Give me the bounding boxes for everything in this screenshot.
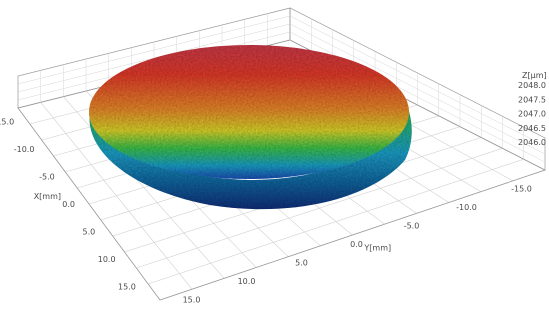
wall-gridline [289,15,546,147]
floor-gridline [148,158,524,285]
z-tick-label: 2048.0 [518,81,546,90]
x-tick-label: 15.0 [118,282,136,291]
z-tick-label: 2046.0 [518,138,546,147]
y-tick-label: 0.0 [350,240,363,249]
x-tick-label: -10.0 [14,145,35,154]
y-tick-label: -5.0 [404,221,420,230]
y-tick-label: 10.0 [238,277,256,286]
z-tick-label: 2047.0 [518,110,546,119]
back-wall-grid [17,7,546,171]
x-tick-label: -15.0 [0,118,14,127]
wall-gridline [289,31,546,163]
dome-surface [89,45,412,210]
dome-rim [89,108,412,210]
y-tick-label: 5.0 [295,259,308,268]
dome-top [89,45,409,179]
x-tick-label: 10.0 [98,255,116,264]
wall-gridline [17,23,291,93]
y-tick-label: -10.0 [456,203,477,212]
wall-gridline [17,15,291,85]
x-axis-label: X[mm] [34,192,61,201]
z-axis-label: Z[µm] [522,71,547,80]
x-tick-label: 5.0 [83,227,96,236]
y-tick-label: -15.0 [511,184,532,193]
axes: -15.0 -10.0 -5.0 0.0 5.0 10.0 15.0 X[mm] -15.0 -1… [0,71,547,305]
z-tick-label: 2047.5 [518,95,546,104]
x-tick-label: 0.0 [62,200,75,209]
z-tick-label: 2046.5 [518,124,546,133]
y-tick-label: 15.0 [183,296,201,305]
x-tick-label: -5.0 [39,173,55,182]
wall-gridline [289,23,546,155]
y-axis-label: Y[mm] [363,244,391,253]
